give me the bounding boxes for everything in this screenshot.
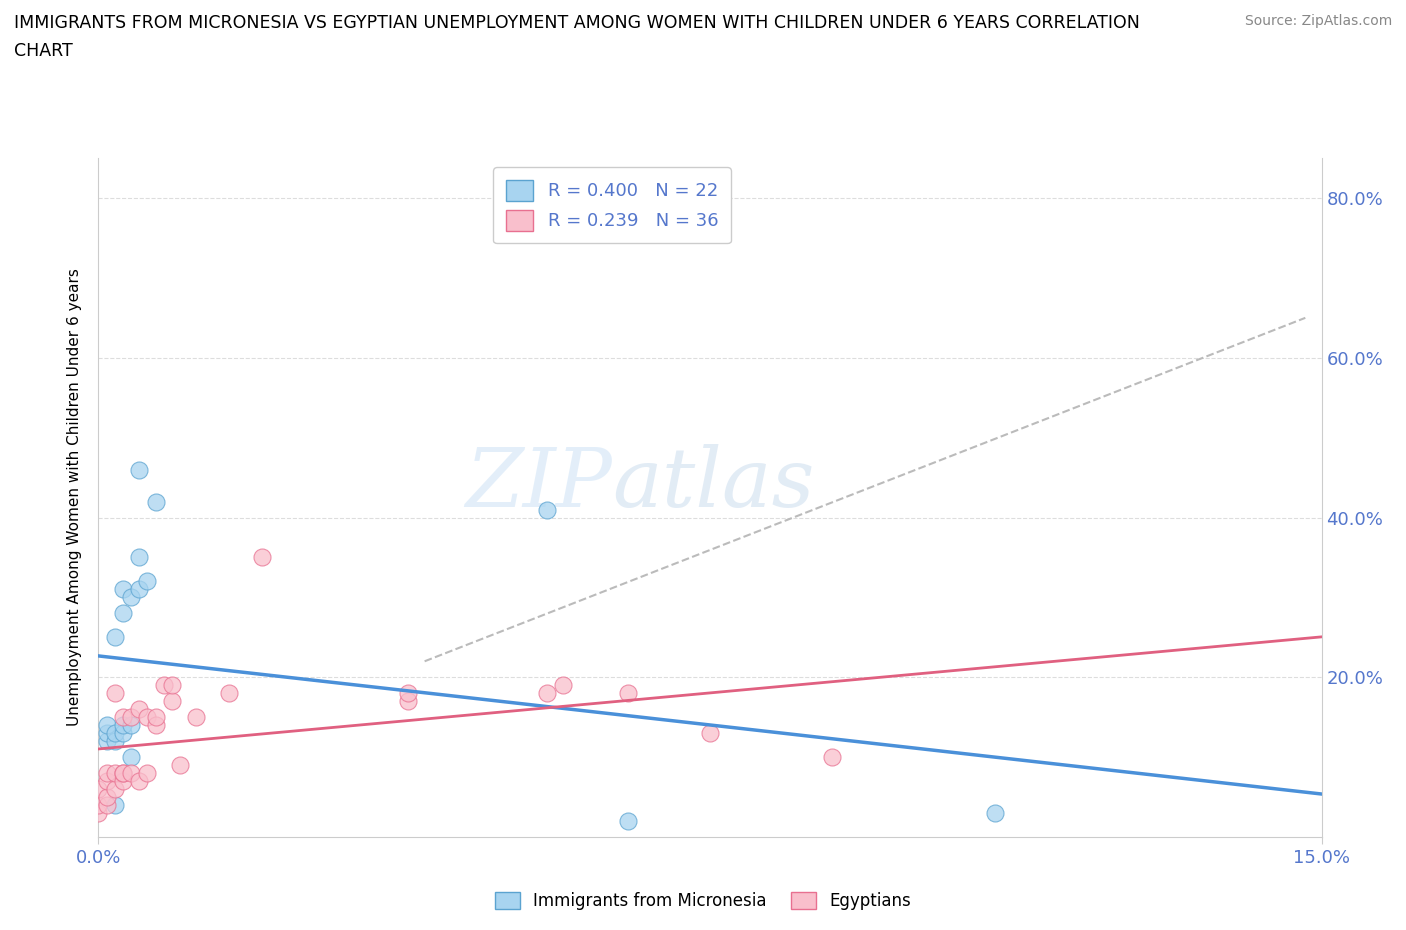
Point <box>396 685 419 700</box>
Point <box>617 685 640 700</box>
Point <box>96 765 118 780</box>
Point <box>96 734 118 749</box>
Text: Source: ZipAtlas.com: Source: ZipAtlas.com <box>1244 14 1392 28</box>
Y-axis label: Unemployment Among Women with Children Under 6 years: Unemployment Among Women with Children U… <box>67 269 83 726</box>
Point <box>136 710 159 724</box>
Point <box>128 702 150 717</box>
Point <box>104 725 127 740</box>
Point <box>160 678 183 693</box>
Point <box>111 710 134 724</box>
Point <box>218 685 240 700</box>
Point <box>128 550 150 565</box>
Point <box>104 765 127 780</box>
Point <box>111 606 134 621</box>
Point <box>136 765 159 780</box>
Point <box>104 798 127 813</box>
Point <box>120 765 142 780</box>
Point <box>96 725 118 740</box>
Point <box>536 502 558 517</box>
Point <box>821 750 844 764</box>
Point <box>96 774 118 789</box>
Legend: R = 0.400   N = 22, R = 0.239   N = 36: R = 0.400 N = 22, R = 0.239 N = 36 <box>494 167 731 243</box>
Point <box>617 814 640 829</box>
Point <box>111 765 134 780</box>
Point <box>87 781 110 796</box>
Point <box>111 774 134 789</box>
Point <box>984 805 1007 820</box>
Point <box>128 582 150 597</box>
Point <box>160 694 183 709</box>
Point <box>111 765 134 780</box>
Point <box>111 718 134 733</box>
Point <box>87 805 110 820</box>
Point <box>536 685 558 700</box>
Point <box>145 710 167 724</box>
Point <box>145 494 167 509</box>
Text: atlas: atlas <box>612 444 814 524</box>
Point <box>145 718 167 733</box>
Point <box>128 774 150 789</box>
Point <box>111 725 134 740</box>
Point <box>104 781 127 796</box>
Point <box>120 590 142 604</box>
Point <box>128 462 150 477</box>
Point <box>120 750 142 764</box>
Point <box>104 685 127 700</box>
Point <box>96 798 118 813</box>
Point <box>120 718 142 733</box>
Point <box>104 734 127 749</box>
Point <box>169 758 191 773</box>
Point <box>136 574 159 589</box>
Point <box>250 550 273 565</box>
Text: IMMIGRANTS FROM MICRONESIA VS EGYPTIAN UNEMPLOYMENT AMONG WOMEN WITH CHILDREN UN: IMMIGRANTS FROM MICRONESIA VS EGYPTIAN U… <box>14 14 1140 32</box>
Point <box>396 694 419 709</box>
Point <box>96 718 118 733</box>
Point <box>553 678 575 693</box>
Point <box>96 790 118 804</box>
Text: ZIP: ZIP <box>465 444 612 524</box>
Point <box>111 582 134 597</box>
Point <box>699 725 721 740</box>
Text: CHART: CHART <box>14 42 73 60</box>
Point <box>87 798 110 813</box>
Point <box>152 678 174 693</box>
Legend: Immigrants from Micronesia, Egyptians: Immigrants from Micronesia, Egyptians <box>488 885 918 917</box>
Point <box>104 630 127 644</box>
Point <box>120 710 142 724</box>
Point <box>186 710 208 724</box>
